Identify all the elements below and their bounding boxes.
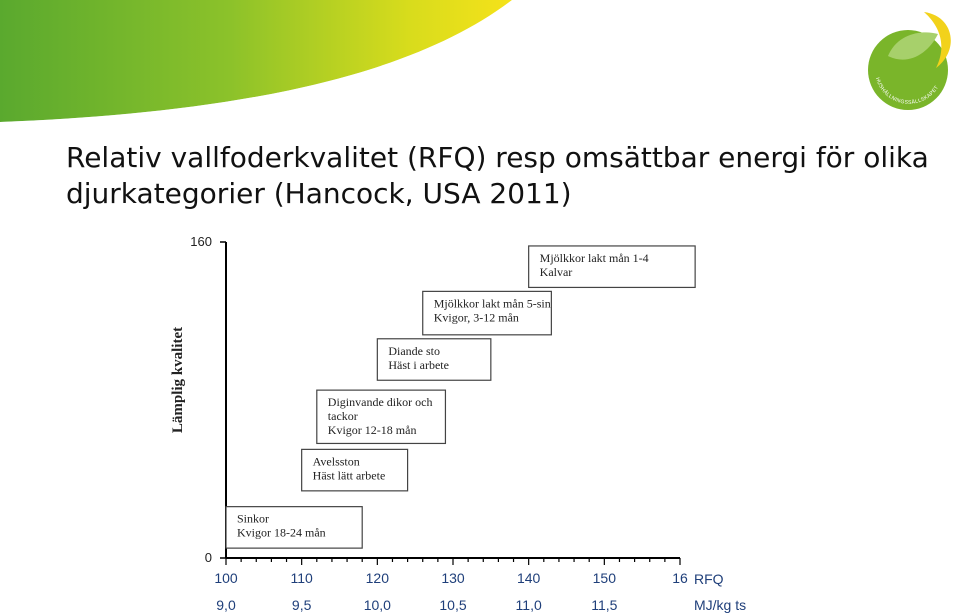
category-box — [376, 338, 492, 381]
category-box — [422, 290, 552, 336]
y-tick-label: 160 — [190, 234, 212, 249]
energy-tick-label: 9,5 — [292, 597, 312, 613]
category-box-label: Diginvande dikor och — [328, 395, 433, 409]
x-tick-label: 100 — [214, 570, 238, 586]
energy-tick-label: 10,5 — [439, 597, 466, 613]
category-box-label: tackor — [328, 409, 358, 423]
chart-axes — [220, 241, 681, 565]
x-tick-label: 130 — [441, 570, 465, 586]
energy-tick-label: 10,0 — [364, 597, 391, 613]
page-title-line2: djurkategorier (Hancock, USA 2011) — [66, 177, 572, 210]
logo-leaf-light — [888, 32, 938, 60]
category-box-label: Mjölkkor lakt mån 5-sin — [434, 296, 551, 310]
x-unit-label: RFQ — [694, 571, 724, 587]
category-box-label: Mjölkkor lakt mån 1-4 — [540, 251, 649, 265]
chart-boxes — [225, 245, 696, 549]
x-tick-label: 110 — [291, 570, 314, 586]
x-tick-label: 140 — [517, 570, 541, 586]
logo-circle — [868, 30, 948, 110]
category-box-label: Häst lätt arbete — [313, 468, 386, 482]
category-box-label: Avelsston — [313, 454, 360, 468]
category-box-label: Kvigor, 3-12 mån — [434, 310, 519, 324]
category-box — [528, 245, 696, 289]
x-tick-label: 120 — [366, 570, 390, 586]
header-banner — [0, 0, 520, 130]
energy-tick-label: 9,0 — [216, 597, 236, 613]
energy-unit-label: MJ/kg ts — [694, 597, 746, 613]
chart-labels: 0 160 Lämplig kvalitet 100 110 120 130 140 150 16… — [170, 234, 746, 613]
category-box — [301, 448, 409, 492]
energy-tick-label: 11,5 — [591, 597, 617, 613]
category-box-label: Kalvar — [540, 265, 573, 279]
category-box-label: Sinkor — [237, 512, 269, 526]
company-logo: HUSHÅLLNINGSSÄLLSKAPET — [868, 12, 951, 110]
logo-leaf-yellow — [924, 12, 951, 68]
category-box-label: Häst i arbete — [388, 358, 449, 372]
y-tick-label: 0 — [205, 550, 212, 565]
category-box-label: Diande sto — [388, 344, 440, 358]
category-box — [316, 389, 447, 445]
category-box-label: Kvigor 12-18 mån — [328, 423, 417, 437]
x-tick-label: 16 — [672, 570, 688, 586]
category-box — [225, 506, 363, 549]
page-title-line1: Relativ vallfoderkvalitet (RFQ) resp oms… — [66, 141, 929, 174]
energy-tick-label: 11,0 — [516, 597, 542, 613]
page-title: Relativ vallfoderkvalitet (RFQ) resp oms… — [66, 140, 946, 212]
category-box-label: Kvigor 18-24 mån — [237, 526, 326, 540]
x-tick-label: 150 — [593, 570, 617, 586]
y-axis-label: Lämplig kvalitet — [170, 327, 186, 433]
